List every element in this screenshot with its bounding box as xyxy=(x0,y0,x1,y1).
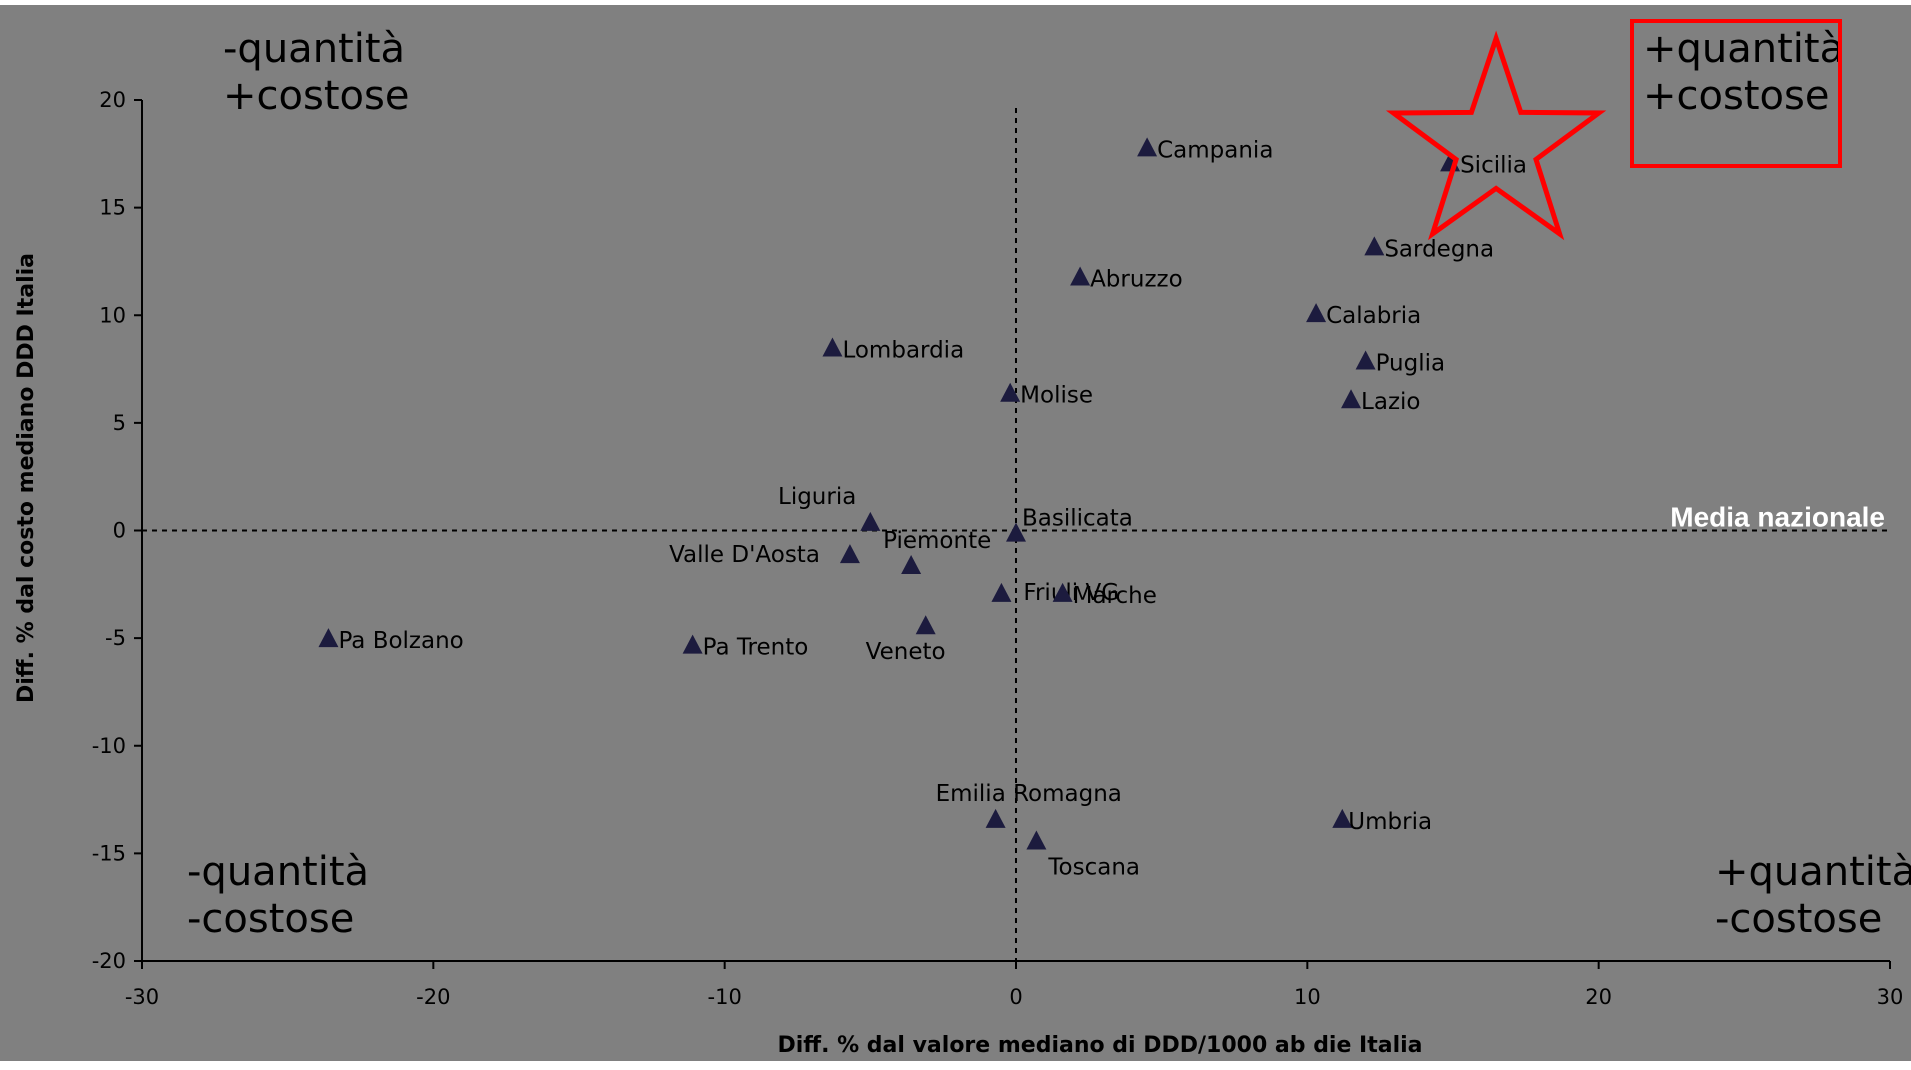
data-points: Campania Sicilia Sardegna Abruzzo Calabria Lo… xyxy=(318,137,1527,880)
point-marche: Marche xyxy=(1052,582,1157,609)
point-label: Calabria xyxy=(1326,303,1421,329)
quadrant-top-right: +quantità+costose xyxy=(1630,19,1844,168)
point-umbria: Umbria xyxy=(1332,808,1432,835)
y-tick-label: 20 xyxy=(99,88,126,112)
plot-background xyxy=(0,5,1911,1061)
triangle-marker xyxy=(860,511,881,531)
point-label: Basilicata xyxy=(1022,506,1133,532)
triangle-marker xyxy=(318,628,339,648)
point-label: Marche xyxy=(1073,583,1157,609)
point-emilia-romagna: Emilia Romagna xyxy=(936,781,1122,828)
triangle-marker xyxy=(1137,137,1158,157)
point-sicilia: Sicilia xyxy=(1440,152,1527,178)
y-tick-label: -20 xyxy=(92,949,126,973)
point-basilicata: Basilicata xyxy=(1006,506,1133,542)
x-tick-label: 10 xyxy=(1294,985,1321,1009)
triangle-marker xyxy=(1306,303,1327,323)
point-label: Puglia xyxy=(1376,350,1446,376)
point-molise: Molise xyxy=(1000,382,1093,409)
point-label: Liguria xyxy=(778,484,856,510)
point-pa-bolzano: Pa Bolzano xyxy=(318,628,464,654)
quadrant-bottom-right: +quantità-costose xyxy=(1715,849,1911,942)
point-lombardia: Lombardia xyxy=(822,337,964,364)
media-nazionale-label: Media nazionale xyxy=(1670,502,1885,533)
triangle-marker xyxy=(1006,522,1026,542)
y-tick-label: -10 xyxy=(92,734,126,758)
point-label: Umbria xyxy=(1348,809,1432,835)
quadrant-text-line: +costose xyxy=(223,73,409,119)
point-campania: Campania xyxy=(1137,137,1273,163)
x-tick-label: 0 xyxy=(1009,985,1022,1009)
triangle-marker xyxy=(985,808,1006,828)
x-tick-label: -30 xyxy=(125,985,159,1009)
quadrant-bottom-left: -quantità-costose xyxy=(187,849,369,942)
quadrant-text-line: -costose xyxy=(1715,896,1882,942)
triangle-marker xyxy=(839,544,860,564)
point-label: Pa Trento xyxy=(703,635,809,661)
point-lazio: Lazio xyxy=(1341,389,1420,415)
triangle-marker xyxy=(991,582,1012,602)
x-tick-label: 30 xyxy=(1877,985,1904,1009)
point-label: Pa Bolzano xyxy=(338,628,463,654)
point-label: Campania xyxy=(1157,137,1273,163)
point-label: Valle D'Aosta xyxy=(669,542,820,568)
x-tick-label: 20 xyxy=(1585,985,1612,1009)
triangle-marker xyxy=(682,634,703,654)
highlight-box xyxy=(1630,19,1842,168)
y-axis-title: Diff. % dal costo mediano DDD Italia xyxy=(14,253,39,703)
y-tick-label: -15 xyxy=(92,841,126,865)
quadrant-top-left: -quantità+costose xyxy=(223,26,409,119)
point-label: Emilia Romagna xyxy=(936,781,1122,807)
triangle-marker xyxy=(901,554,922,574)
x-tick-label: -10 xyxy=(708,985,742,1009)
y-tick-label: 15 xyxy=(99,196,126,220)
point-liguria: Liguria xyxy=(778,484,881,531)
triangle-marker xyxy=(1332,808,1353,828)
triangle-marker xyxy=(1026,830,1047,850)
point-label: Veneto xyxy=(866,639,946,665)
triangle-marker xyxy=(1355,350,1376,370)
triangle-marker xyxy=(1364,236,1385,256)
triangle-marker xyxy=(822,337,843,357)
point-veneto: Veneto xyxy=(866,615,946,665)
quadrant-text-line: +quantità xyxy=(1715,849,1911,895)
y-tick-label: 10 xyxy=(99,303,126,327)
point-toscana: Toscana xyxy=(1026,830,1140,880)
point-label: Piemonte xyxy=(883,528,991,554)
point-piemonte: Piemonte xyxy=(883,528,991,574)
quadrant-text-line: +costose xyxy=(1643,73,1829,119)
point-abruzzo: Abruzzo xyxy=(1070,266,1183,293)
point-label: Sicilia xyxy=(1460,152,1527,178)
quadrant-text-line: +quantità xyxy=(1643,26,1844,72)
point-label: Lombardia xyxy=(842,338,964,364)
quadrant-text-line: -costose xyxy=(187,896,354,942)
y-tick-label: 0 xyxy=(113,519,126,543)
quadrant-text-line: -quantità xyxy=(223,26,405,72)
point-calabria: Calabria xyxy=(1306,303,1421,329)
triangle-marker xyxy=(1341,389,1362,409)
x-axis-title: Diff. % dal valore mediano di DDD/1000 a… xyxy=(777,1033,1422,1058)
triangle-marker xyxy=(1000,382,1021,402)
point-label: Toscana xyxy=(1047,854,1140,880)
point-valle-d-aosta: Valle D'Aosta xyxy=(669,542,860,568)
x-tick-label: -20 xyxy=(416,985,450,1009)
point-sardegna: Sardegna xyxy=(1364,236,1494,262)
star-highlight-icon xyxy=(1385,30,1607,241)
point-label: Molise xyxy=(1020,383,1093,409)
y-tick-label: 5 xyxy=(113,411,126,435)
highlights xyxy=(1385,30,1607,241)
y-tick-label: -5 xyxy=(105,626,126,650)
triangle-marker xyxy=(1052,582,1073,602)
triangle-marker xyxy=(1070,266,1091,286)
point-pa-trento: Pa Trento xyxy=(682,634,809,661)
quadrant-text-line: -quantità xyxy=(187,849,369,895)
point-label: Lazio xyxy=(1361,389,1420,415)
point-label: Sardegna xyxy=(1384,236,1494,262)
point-puglia: Puglia xyxy=(1355,350,1446,376)
point-label: Abruzzo xyxy=(1090,267,1183,293)
quadrant-labels: -quantità+costose+quantità+costose-quant… xyxy=(187,19,1911,942)
triangle-marker xyxy=(915,615,936,635)
